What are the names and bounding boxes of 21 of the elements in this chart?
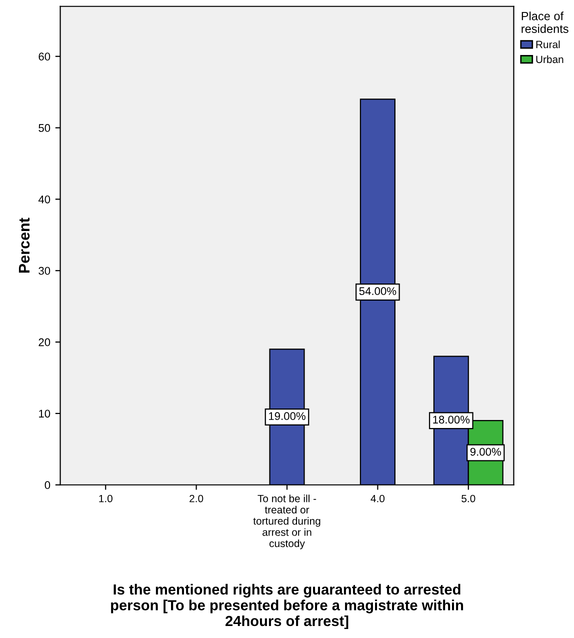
x-tick-label: 1.0 [99,494,112,502]
data-label: 18.00% [433,416,470,424]
data-label: 19.00% [269,412,306,420]
y-tick-label: 20 [38,338,50,346]
y-tick-label: 10 [39,410,50,418]
y-tick-label: 60 [38,52,50,61]
y-tick-label: 30 [38,266,50,275]
y-tick-label: 50 [38,124,50,132]
y-tick-label: 0 [44,481,50,490]
legend-label: Rural [536,40,560,48]
x-tick-label: 2.0 [190,494,204,502]
legend-label: Urban [536,55,564,64]
x-tick-label: 4.0 [370,494,385,502]
data-label: 9.00% [470,448,501,456]
y-axis-title: Percent [18,218,30,273]
x-tick-label: 5.0 [462,494,476,502]
legend-title: Place of residents [522,12,568,33]
x-tick-label: To not be ill - treated or tortured during arrest or in custody [253,494,320,550]
y-tick-label: 40 [38,195,50,204]
data-label: 54.00% [359,287,396,296]
x-axis-title: Is the mentioned rights are guaranteed to arrested person [To be presented before a magistrate within 24hours of arrest] [111,584,464,630]
